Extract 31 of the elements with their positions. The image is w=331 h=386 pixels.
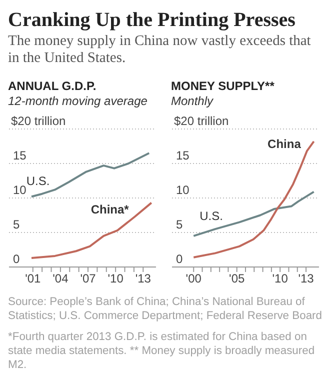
chart-subtitle: 12-month moving average <box>8 94 148 109</box>
source-note: Source: People’s Bank of China; China’s National Bureau of Statistics; U.S. Commerce Department; Federal Reserve Board <box>8 295 323 323</box>
x-tick-label: '04 <box>52 272 69 286</box>
x-tick-label: '13 <box>135 272 152 286</box>
text: Cranking Up the Printing Presses <box>8 8 296 32</box>
x-tick-label: '07 <box>80 272 96 286</box>
series-label: China* <box>90 202 130 217</box>
chart-subtitle: Monthly <box>171 94 214 109</box>
text: *Fourth quarter 2013 G.D.P. is estimated for China based on state media statements. ** Money supply is broadly measured M2. <box>8 330 316 372</box>
series-label: China <box>268 137 302 152</box>
y-tick-label: 0 <box>176 252 183 266</box>
y-tick-label: 15 <box>13 148 27 162</box>
y-tick-label: 0 <box>13 252 20 266</box>
series-label: U.S. <box>200 209 223 224</box>
y-tick-label: 10 <box>176 183 190 197</box>
y-tick-label: 15 <box>176 148 190 162</box>
y-tick-label: $20 trillion <box>174 114 229 128</box>
x-tick-label: '10 <box>272 272 288 286</box>
x-tick-label: '05 <box>229 272 245 286</box>
chart-title: MONEY SUPPLY** <box>171 79 276 94</box>
chart-title: ANNUAL G.D.P. <box>8 79 98 94</box>
x-tick-label: '13 <box>298 272 314 286</box>
x-tick-label: '01 <box>25 272 42 286</box>
y-tick-label: 10 <box>13 183 27 197</box>
text: The money supply in China now vastly exceeds that in the United States. <box>8 33 312 67</box>
x-tick-label: '10 <box>108 272 124 286</box>
series-label: U.S. <box>26 174 50 188</box>
y-tick-label: $20 trillion <box>11 114 66 128</box>
x-tick-label: '00 <box>186 272 202 286</box>
y-tick-label: 5 <box>13 218 20 232</box>
y-tick-label: 5 <box>176 218 183 232</box>
